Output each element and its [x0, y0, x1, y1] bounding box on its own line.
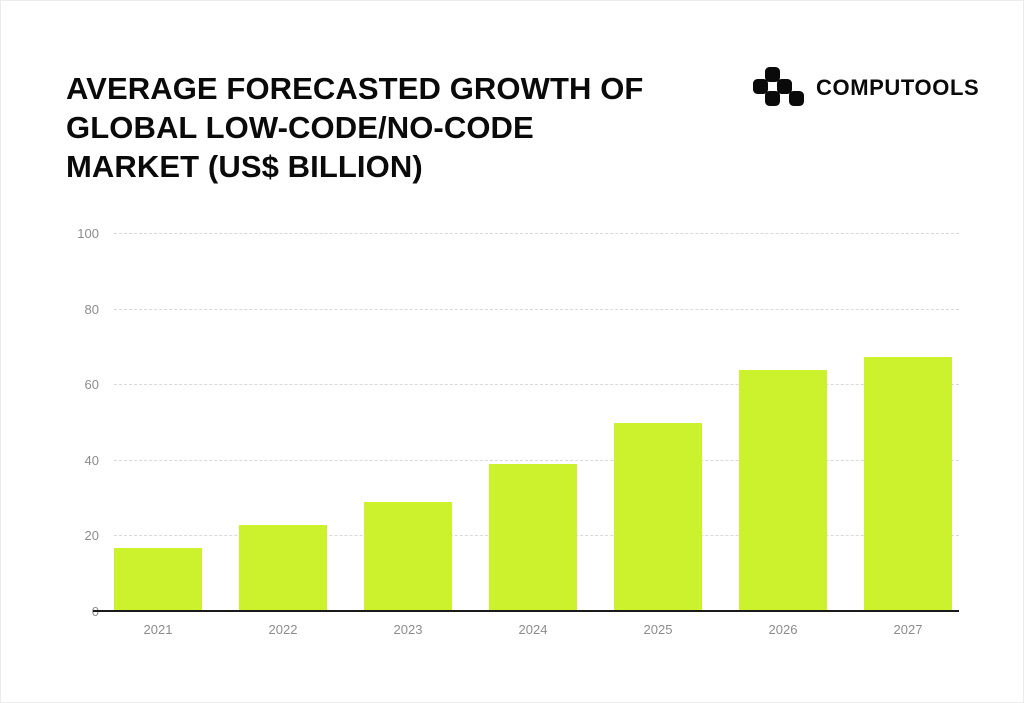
gridline — [114, 308, 959, 310]
y-tick-label: 20 — [84, 528, 99, 544]
x-tick-label: 2022 — [268, 622, 298, 637]
gridline — [114, 233, 959, 234]
y-tick-label: 100 — [77, 226, 99, 241]
x-axis-line — [93, 610, 959, 612]
x-tick-label: 2027 — [893, 622, 923, 637]
gridline — [114, 459, 959, 461]
y-tick-label: 40 — [84, 452, 99, 468]
x-tick-label: 2023 — [393, 622, 423, 637]
y-tick-label: 0 — [49, 605, 99, 618]
x-tick-label: 2026 — [768, 622, 798, 637]
computools-blocks-icon — [753, 67, 804, 106]
page-title: AVERAGE FORECASTED GROWTH OF GLOBAL LOW-… — [66, 71, 644, 184]
bar — [114, 547, 202, 610]
x-tick-label: 2024 — [518, 622, 548, 637]
bar — [489, 464, 577, 610]
gridline — [114, 384, 959, 386]
y-tick-label: 80 — [84, 301, 99, 317]
bar — [739, 369, 827, 610]
brand-name: COMPUTOOLS — [816, 75, 980, 100]
bar — [239, 524, 327, 610]
bar — [614, 422, 702, 610]
x-tick-label: 2025 — [643, 622, 673, 637]
y-tick-label: 60 — [84, 377, 99, 393]
x-tick-label: 2021 — [143, 622, 173, 637]
brand-logo: COMPUTOOLS — [753, 63, 979, 113]
bar — [364, 502, 452, 610]
bar — [864, 356, 952, 610]
